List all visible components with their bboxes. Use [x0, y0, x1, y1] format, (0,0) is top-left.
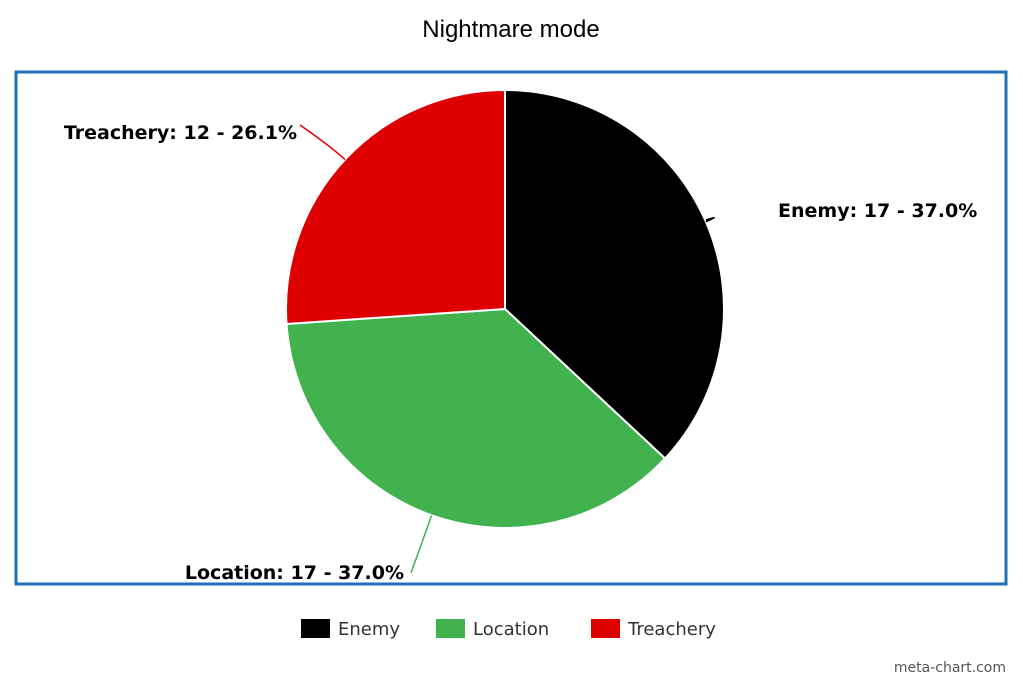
legend-swatch-treachery[interactable] [591, 619, 620, 638]
legend-label-location[interactable]: Location [473, 619, 549, 640]
legend-label-treachery[interactable]: Treachery [627, 619, 716, 640]
connector-enemy [705, 216, 715, 223]
connector-treachery [299, 124, 346, 161]
data-label-location: Location: 17 - 37.0% [185, 562, 404, 584]
plot-border [14, 70, 1008, 586]
pie-slice-location[interactable] [285, 307, 667, 529]
legend-label-enemy[interactable]: Enemy [338, 619, 400, 640]
pie-slice-enemy[interactable] [504, 88, 725, 460]
connector-location [410, 515, 433, 574]
legend: Enemy Location Treachery [301, 619, 716, 640]
label-connectors [299, 124, 715, 574]
chart-title: Nightmare mode [422, 16, 599, 43]
pie-slices [285, 88, 725, 529]
legend-swatch-enemy[interactable] [301, 619, 330, 638]
data-label-treachery: Treachery: 12 - 26.1% [64, 122, 297, 144]
data-label-enemy: Enemy: 17 - 37.0% [778, 200, 977, 222]
watermark: meta-chart.com [894, 660, 1006, 676]
legend-swatch-location[interactable] [436, 619, 465, 638]
pie-slice-treachery[interactable] [285, 88, 506, 326]
